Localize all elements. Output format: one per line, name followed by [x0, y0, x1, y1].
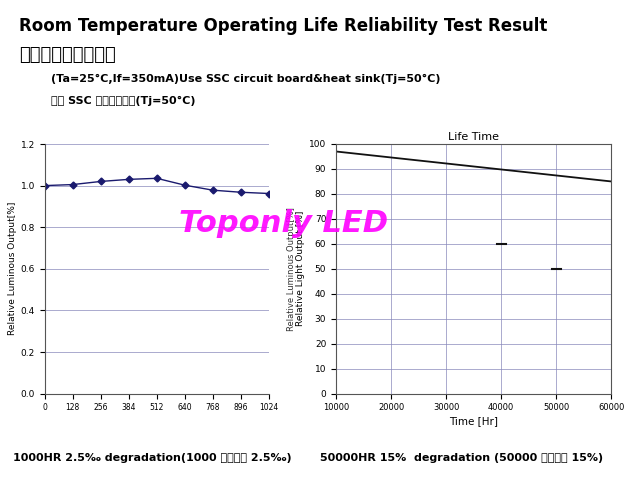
Text: Relative Luminous Output[%]: Relative Luminous Output[%]	[287, 207, 296, 331]
Text: Toponly LED: Toponly LED	[179, 209, 388, 238]
Text: 1000HR 2.5‰ degradation(1000 小时衰减 2.5‰): 1000HR 2.5‰ degradation(1000 小时衰减 2.5‰)	[13, 454, 291, 463]
Text: Room Temperature Operating Life Reliability Test Result: Room Temperature Operating Life Reliabil…	[19, 17, 548, 35]
X-axis label: Time [Hr]: Time [Hr]	[449, 417, 498, 427]
Text: 使用 SSC 带热沉电路板(Tj=50°C): 使用 SSC 带热沉电路板(Tj=50°C)	[51, 96, 196, 106]
Y-axis label: Relative Luminous Output[%]: Relative Luminous Output[%]	[8, 202, 17, 336]
Text: 50000HR 15%  degradation (50000 小时衰减 15%): 50000HR 15% degradation (50000 小时衰减 15%)	[320, 454, 603, 463]
Text: (Ta=25°C,If=350mA)Use SSC circuit board&heat sink(Tj=50°C): (Ta=25°C,If=350mA)Use SSC circuit board&…	[51, 74, 441, 84]
Text: 常温点亮信耐性结果: 常温点亮信耐性结果	[19, 46, 116, 63]
Y-axis label: Relative Light Output [%]: Relative Light Output [%]	[296, 211, 305, 326]
Title: Life Time: Life Time	[448, 132, 499, 142]
